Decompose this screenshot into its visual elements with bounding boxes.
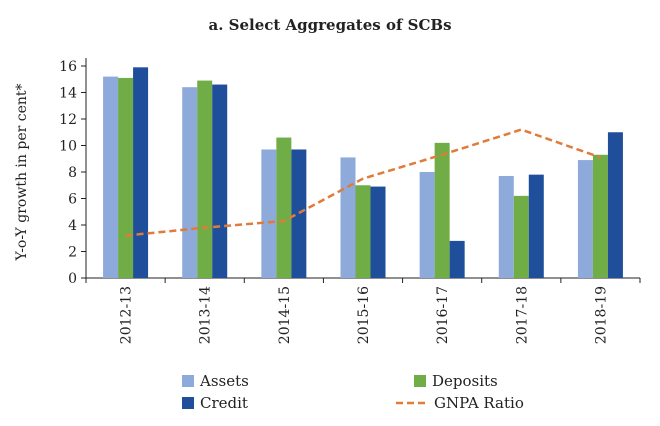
y-tick-label: 14 [59,86,77,102]
y-tick-label: 6 [68,192,77,208]
chart-title: a. Select Aggregates of SCBs [208,16,451,34]
y-tick-label: 2 [68,245,77,261]
y-axis-label: Y-o-Y growth in per cent* [14,83,30,261]
x-tick-label: 2015-16 [356,286,372,344]
bar-deposits [197,80,213,278]
x-tick-label: 2017-18 [514,286,530,344]
bar-assets [261,149,277,278]
bar-assets [103,76,119,278]
bar-deposits [118,77,134,278]
bar-deposits [355,185,371,278]
bar-credit [607,132,623,278]
legend-gnpa-ratio: GNPA Ratio [396,394,524,412]
line-gnpa-ratio [125,128,601,237]
legend: Assets Deposits Credit GNPA Ratio [182,372,524,412]
bar-credit [370,186,386,278]
y-tick-label: 0 [68,271,77,287]
bar-credit [449,240,465,278]
bar-assets [577,160,593,278]
bar-assets [419,172,435,278]
y-tick-label: 12 [59,112,77,128]
legend-deposits: Deposits [414,372,498,390]
bar-assets [182,87,198,278]
legend-assets-swatch [182,375,194,387]
y-tick-label: 10 [59,139,77,155]
bar-credit [291,149,307,278]
x-tick-label: 2014-15 [277,286,293,344]
bar-assets [498,175,514,278]
legend-deposits-label: Deposits [432,372,498,390]
bar-credit [212,84,228,278]
x-tick-label: 2018-19 [593,286,609,344]
bar-deposits [434,142,450,278]
legend-deposits-swatch [414,375,426,387]
y-tick-label: 16 [59,59,77,75]
legend-credit: Credit [182,394,248,412]
legend-credit-swatch [182,397,194,409]
bar-credit [528,174,544,278]
x-tick-label: 2012-13 [119,286,135,344]
bar-deposits [513,195,529,278]
x-tick-label: 2016-17 [435,286,451,344]
legend-assets: Assets [182,372,249,390]
legend-gnpa-ratio-label: GNPA Ratio [434,394,524,412]
bar-assets [340,157,356,278]
legend-credit-label: Credit [200,394,248,412]
bar-deposits [276,137,292,278]
plot-area: 0 2 4 6 8 10 12 14 16 2012-13 2013-14 2014-15 2015-1… [59,58,641,344]
bar-deposits [592,154,608,278]
legend-assets-label: Assets [199,372,249,390]
y-tick-label: 8 [68,165,77,181]
y-tick-label: 4 [68,218,77,234]
x-tick-label: 2013-14 [198,286,214,344]
bar-credit [133,67,149,278]
